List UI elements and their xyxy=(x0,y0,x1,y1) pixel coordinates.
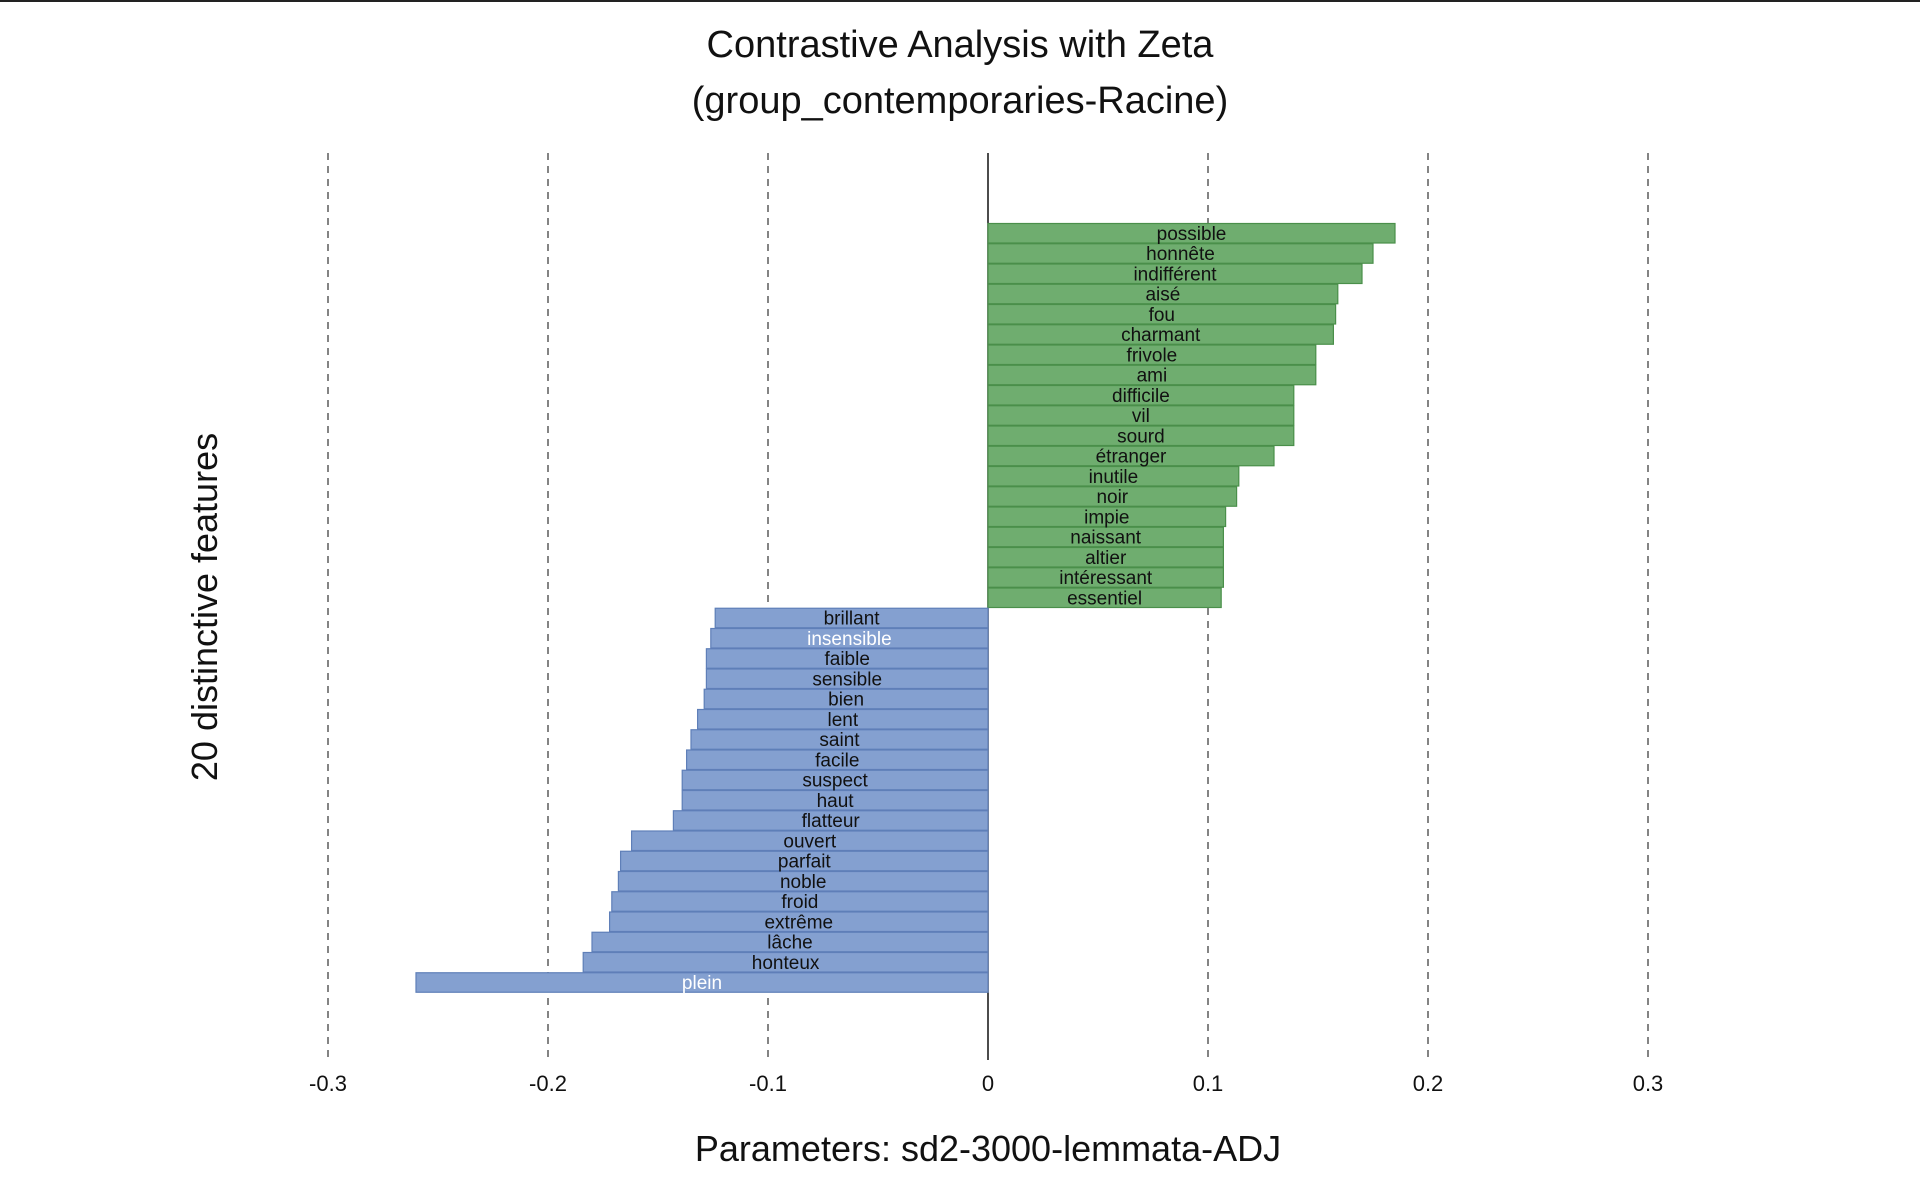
bar xyxy=(987,303,1337,325)
chart-subtitle: (group_contemporaries-Racine) xyxy=(692,80,1228,122)
bar xyxy=(987,222,1396,244)
bar-label: charmant xyxy=(1121,325,1201,346)
bar-label: noble xyxy=(780,872,827,893)
bar-label: haut xyxy=(817,791,855,812)
bar xyxy=(582,951,989,973)
bar xyxy=(690,729,989,750)
bar-label: facile xyxy=(815,750,859,771)
bar-label: essentiel xyxy=(1067,588,1142,609)
bar-label: altier xyxy=(1085,548,1127,569)
bar-label: indifférent xyxy=(1133,264,1217,285)
bar-label: difficile xyxy=(1112,386,1170,407)
bar xyxy=(415,972,989,993)
bar xyxy=(591,931,989,953)
bar-label: noir xyxy=(1096,487,1128,508)
bar xyxy=(681,769,989,791)
bar-label: fou xyxy=(1149,305,1175,326)
x-tick-label: 0 xyxy=(982,1071,994,1096)
bar xyxy=(987,567,1224,588)
bar-label: lâche xyxy=(767,933,812,954)
bar xyxy=(987,364,1317,386)
x-tick-label: 0.2 xyxy=(1413,1071,1444,1096)
bar-label: ami xyxy=(1137,366,1168,387)
x-tick-label: 0.1 xyxy=(1193,1071,1224,1096)
bar-label: impie xyxy=(1084,507,1129,528)
x-tick-label: -0.2 xyxy=(529,1071,567,1096)
bar-label: intéressant xyxy=(1059,568,1153,589)
bar xyxy=(987,405,1295,426)
bar xyxy=(705,668,989,690)
bar xyxy=(705,648,989,669)
x-tick-label: 0.3 xyxy=(1633,1071,1664,1096)
bar-label: naissant xyxy=(1070,528,1141,549)
bar xyxy=(987,384,1295,406)
bar-label: honteux xyxy=(752,953,820,974)
bar-labels-layer: possiblehonnêteindifférentaiséfoucharman… xyxy=(682,224,1226,994)
bar xyxy=(672,810,989,831)
x-tick-label: -0.1 xyxy=(749,1071,787,1096)
bar xyxy=(681,789,989,811)
bar xyxy=(987,344,1317,366)
bar-label: inutile xyxy=(1089,467,1139,488)
bar xyxy=(703,688,989,710)
bar xyxy=(987,283,1339,305)
bar xyxy=(987,263,1363,285)
bar-label: flatteur xyxy=(802,811,861,832)
bar xyxy=(987,526,1224,548)
bar-label: sourd xyxy=(1117,426,1165,447)
bar xyxy=(696,708,989,730)
bar xyxy=(611,891,989,912)
bar-label: sensible xyxy=(812,669,882,690)
bar-label: faible xyxy=(824,649,869,670)
bar xyxy=(710,627,989,649)
bar xyxy=(987,546,1224,568)
bar-label: bien xyxy=(828,690,864,711)
bar-label: extrême xyxy=(764,912,833,933)
bar xyxy=(630,830,989,852)
bar-label: lent xyxy=(827,710,858,731)
bars-layer xyxy=(415,222,1396,993)
bar-label: parfait xyxy=(778,852,832,873)
bar-label: vil xyxy=(1132,406,1150,427)
bar-label: brillant xyxy=(824,609,881,630)
bar xyxy=(987,587,1222,609)
bar xyxy=(714,607,989,629)
y-axis-label: 20 distinctive features xyxy=(184,433,225,781)
bar xyxy=(987,425,1295,447)
bar-label: possible xyxy=(1157,224,1227,245)
bar-label: étranger xyxy=(1096,447,1167,468)
bar xyxy=(987,465,1240,487)
x-tick-label: -0.3 xyxy=(309,1071,347,1096)
bar-label: honnête xyxy=(1146,244,1215,265)
chart-title: Contrastive Analysis with Zeta xyxy=(707,24,1215,66)
bar-label: aisé xyxy=(1145,285,1180,306)
x-tick-labels: -0.3 -0.2 -0.1 0 0.1 0.2 0.3 xyxy=(309,1071,1663,1096)
bar xyxy=(987,445,1275,467)
bar xyxy=(685,749,989,771)
bar-label: plein xyxy=(682,973,722,994)
bar-label: saint xyxy=(819,730,860,751)
bar xyxy=(608,911,989,933)
bar xyxy=(987,324,1334,345)
bar xyxy=(617,870,989,892)
bar-label: insensible xyxy=(807,629,892,650)
bar-label: frivole xyxy=(1127,345,1178,366)
bar xyxy=(987,506,1227,528)
bar xyxy=(619,850,989,872)
bar-label: froid xyxy=(781,892,818,913)
bar xyxy=(987,243,1374,264)
bar-label: suspect xyxy=(802,771,868,792)
bar xyxy=(987,486,1238,507)
x-axis-label: Parameters: sd2-3000-lemmata-ADJ xyxy=(695,1128,1281,1169)
bar-label: ouvert xyxy=(783,831,837,852)
